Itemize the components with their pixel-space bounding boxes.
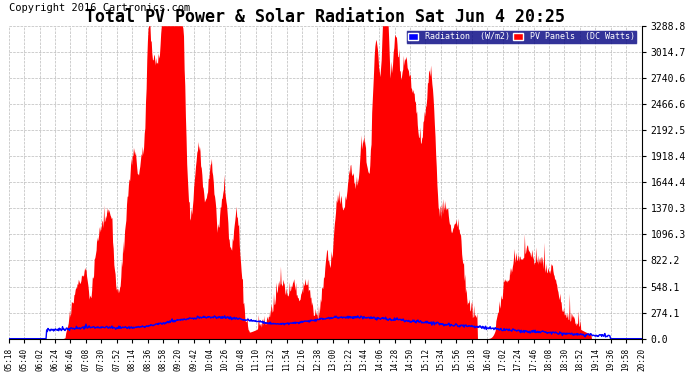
Title: Total PV Power & Solar Radiation Sat Jun 4 20:25: Total PV Power & Solar Radiation Sat Jun… (85, 8, 565, 26)
Legend: Radiation  (W/m2), PV Panels  (DC Watts): Radiation (W/m2), PV Panels (DC Watts) (406, 30, 638, 44)
Text: Copyright 2016 Cartronics.com: Copyright 2016 Cartronics.com (9, 3, 190, 13)
